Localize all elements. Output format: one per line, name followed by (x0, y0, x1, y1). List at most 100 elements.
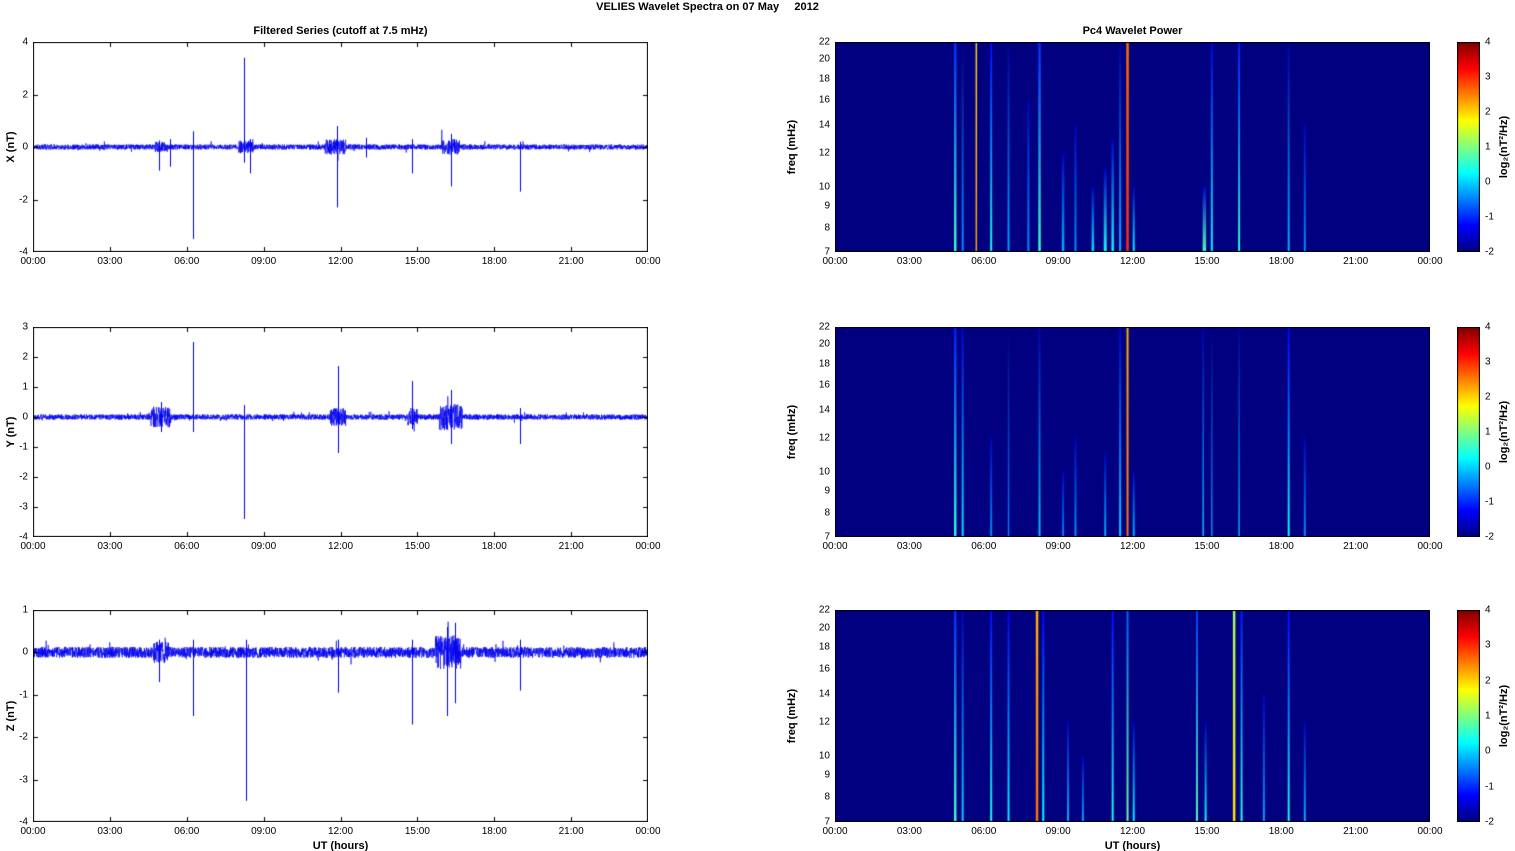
y-tick-label: 10 (818, 466, 830, 478)
colorbar (1457, 42, 1480, 252)
x-tick-label: 18:00 (1268, 541, 1294, 552)
x-axis-label: UT (hours) (1104, 840, 1161, 851)
x-tick-label: 09:00 (1045, 256, 1071, 267)
x-tick-label: 21:00 (1343, 826, 1369, 837)
x-tick-label: 09:00 (1045, 541, 1071, 552)
x-tick-label: 21:00 (558, 541, 584, 552)
panel-title: Filtered Series (cutoff at 7.5 mHz) (253, 25, 428, 37)
y-tick-label: -4 (19, 531, 28, 543)
y-tick-label: 2 (22, 351, 28, 363)
y-tick-label: 12 (818, 432, 830, 444)
y-tick-label: -4 (19, 246, 28, 258)
colorbar-tick-label: -1 (1485, 781, 1494, 793)
x-tick-label: 00:00 (822, 541, 848, 552)
x-tick-label: 03:00 (97, 826, 123, 837)
colorbar-tick-label: 3 (1485, 639, 1491, 651)
panel-title: Pc4 Wavelet Power (1082, 25, 1183, 37)
colorbar (1457, 610, 1480, 822)
x-tick-label: 00:00 (20, 826, 46, 837)
colorbar-tick-label: 0 (1485, 745, 1491, 757)
colorbar-label: log₂(nT²/Hz) (1498, 684, 1510, 748)
x-tick-label: 15:00 (404, 826, 430, 837)
y-tick-label: 8 (824, 507, 830, 518)
x-tick-label: 12:00 (327, 256, 354, 267)
y-tick-label: 0 (22, 411, 28, 423)
x-tick-label: 12:00 (327, 826, 354, 837)
wavelet-spectrogram-canvas (835, 610, 1430, 822)
x-tick-label: 00:00 (822, 256, 848, 267)
x-tick-label: 15:00 (1194, 256, 1220, 267)
x-tick-label: 18:00 (481, 541, 507, 552)
y-tick-label: 18 (818, 641, 830, 653)
x-tick-label: 00:00 (1417, 256, 1443, 267)
x-tick-label: 09:00 (251, 541, 277, 552)
x-tick-label: 12:00 (1119, 256, 1146, 267)
y-tick-label: 4 (22, 36, 28, 48)
y-tick-label: 1 (22, 604, 28, 616)
colorbar-tick-label: 1 (1485, 710, 1491, 722)
y-tick-label: 7 (824, 246, 830, 258)
y-tick-label: 22 (818, 604, 830, 616)
y-tick-label: -4 (19, 816, 28, 828)
figure-title: VELIES Wavelet Spectra on 07 May 2012 (596, 1, 819, 13)
colorbar-tick-label: 3 (1485, 356, 1491, 368)
x-tick-label: 03:00 (896, 826, 922, 837)
x-tick-label: 06:00 (174, 256, 200, 267)
y-tick-label: 0 (22, 141, 28, 153)
y-tick-label: 10 (818, 181, 830, 193)
x-tick-label: 00:00 (20, 256, 46, 267)
x-tick-label: 06:00 (174, 541, 200, 552)
y-tick-label: 22 (818, 36, 830, 48)
y-tick-label: 20 (818, 622, 830, 634)
colorbar-tick-label: -1 (1485, 211, 1494, 223)
y-tick-label: 10 (818, 750, 830, 762)
y-tick-label: 16 (818, 379, 830, 391)
colorbar-tick-label: -2 (1485, 246, 1494, 258)
x-tick-label: 15:00 (404, 256, 430, 267)
x-tick-label: 00:00 (822, 826, 848, 837)
colorbar-tick-label: 4 (1485, 36, 1491, 48)
colorbar-tick-label: 4 (1485, 321, 1491, 333)
colorbar-tick-label: 2 (1485, 106, 1491, 118)
y-tick-label: -2 (19, 194, 28, 205)
y-tick-label: 9 (824, 769, 830, 781)
colorbar (1457, 327, 1480, 537)
y-tick-label: 9 (824, 485, 830, 497)
colorbar-tick-label: 4 (1485, 604, 1491, 616)
x-tick-label: 21:00 (558, 256, 584, 267)
x-tick-label: 06:00 (971, 541, 997, 552)
x-tick-label: 09:00 (251, 826, 277, 837)
y-tick-label: 16 (818, 94, 830, 106)
y-tick-label: 3 (22, 321, 28, 333)
colorbar-tick-label: -1 (1485, 496, 1494, 508)
y-tick-label: 7 (824, 531, 830, 543)
colorbar-tick-label: -2 (1485, 531, 1494, 543)
y-tick-label: -3 (19, 501, 28, 513)
colorbar-tick-label: 2 (1485, 391, 1491, 403)
y-tick-label: 14 (818, 119, 830, 131)
y-tick-label: 16 (818, 663, 830, 675)
colorbar-tick-label: 0 (1485, 461, 1491, 473)
y-tick-label: 22 (818, 321, 830, 333)
colorbar-tick-label: 1 (1485, 141, 1491, 153)
wavelet-spectrogram-canvas (835, 42, 1430, 252)
x-tick-label: 00:00 (1417, 826, 1443, 837)
x-tick-label: 03:00 (97, 541, 123, 552)
x-tick-label: 12:00 (1119, 541, 1146, 552)
wavelet-spectrogram-canvas (835, 327, 1430, 537)
y-tick-label: 20 (818, 53, 830, 65)
x-axis-label: UT (hours) (312, 840, 369, 851)
y-tick-label: 14 (818, 404, 830, 416)
x-tick-label: 15:00 (404, 541, 430, 552)
x-tick-label: 03:00 (896, 256, 922, 267)
x-tick-label: 21:00 (558, 826, 584, 837)
colorbar-tick-label: 0 (1485, 176, 1491, 188)
x-tick-label: 12:00 (327, 541, 354, 552)
